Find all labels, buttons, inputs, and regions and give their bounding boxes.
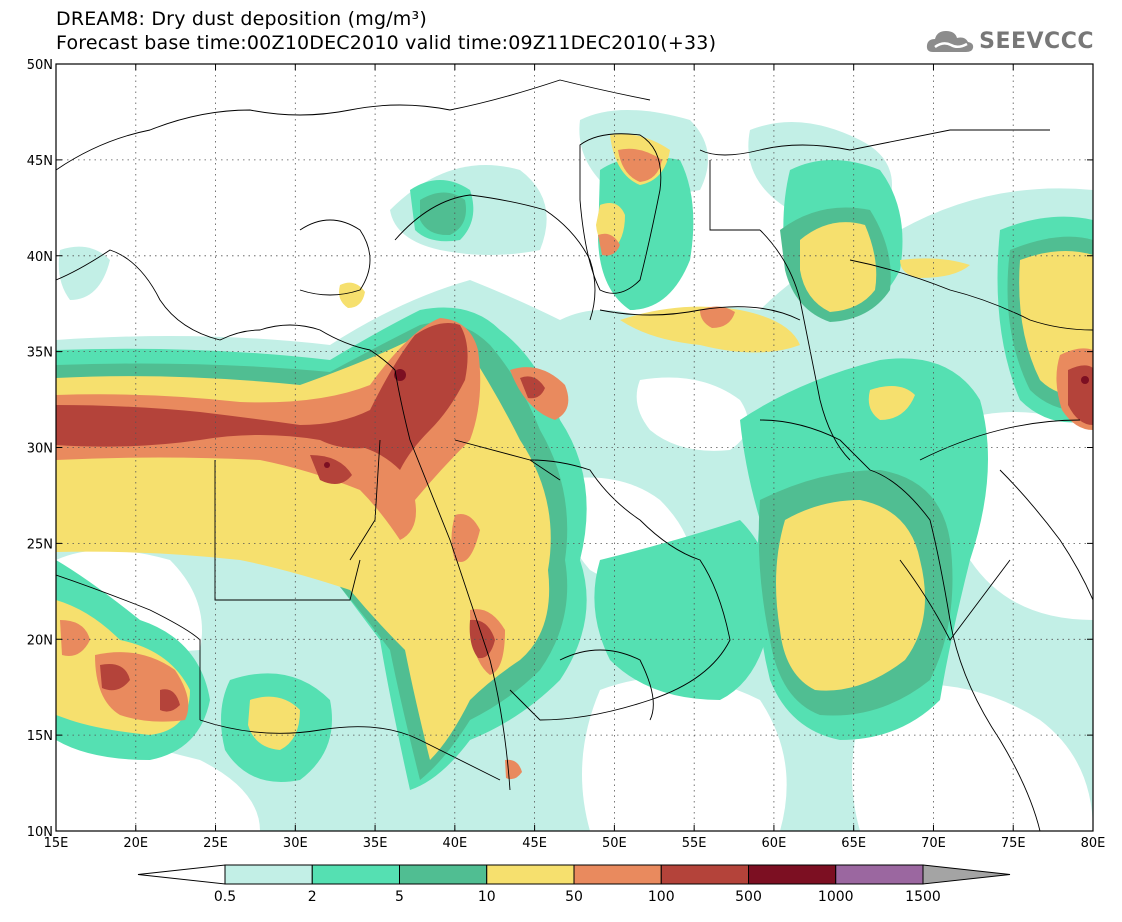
lat-tick-label: 45N [27, 154, 53, 169]
logo-text: SEEVCCC [979, 28, 1094, 54]
lon-tick-label: 30E [283, 836, 308, 851]
lat-tick-label: 35N [27, 346, 53, 361]
lon-tick-label: 40E [442, 836, 467, 851]
lon-tick-label: 75E [1001, 836, 1026, 851]
axis-labels: 15E 20E 25E 30E 35E 40E 45E 50E 55E 60E 65E 70E 75E 8… [27, 58, 1106, 851]
map-title: DREAM8: Dry dust deposition (mg/m³) [56, 8, 427, 30]
seevccc-logo: SEEVCCC [925, 26, 1094, 56]
forecast-time-subtitle: Forecast base time:00Z10DEC2010 valid ti… [56, 32, 717, 54]
colorbar-high-arrow [922, 864, 1011, 885]
colorbar-swatch [224, 864, 313, 885]
lat-tick-label: 15N [27, 729, 53, 744]
lon-tick-label: 65E [841, 836, 866, 851]
lon-tick-label: 45E [522, 836, 547, 851]
lat-tick-label: 25N [27, 537, 53, 552]
colorbar-swatch [835, 864, 924, 885]
cloud-icon [927, 31, 974, 52]
country-borders [56, 79, 1093, 831]
colorbar-level-label: 50 [565, 889, 583, 905]
graticule [56, 64, 1093, 831]
colorbar-swatch [311, 864, 400, 885]
colorbar-level-label: 500 [735, 889, 762, 905]
lon-tick-label: 70E [921, 836, 946, 851]
colorbar-swatch [399, 864, 488, 885]
lon-tick-label: 80E [1081, 836, 1106, 851]
lon-tick-label: 15E [44, 836, 69, 851]
colorbar-swatch [486, 864, 575, 885]
colorbar-level-label: 5 [395, 889, 404, 905]
colorbar-low-arrow [137, 864, 226, 885]
colorbar-level-label: 2 [308, 889, 317, 905]
colorbar-level-label: 1500 [905, 889, 941, 905]
lon-tick-label: 25E [203, 836, 228, 851]
lon-tick-label: 55E [682, 836, 707, 851]
colorbar-swatch [573, 864, 662, 885]
lat-tick-label: 50N [27, 58, 53, 73]
colorbar-level-label: 0.5 [214, 889, 236, 905]
colorbar-level-label: 100 [648, 889, 675, 905]
colorbar-level-label: 1000 [818, 889, 854, 905]
level-500-region [324, 369, 1089, 468]
lat-tick-label: 30N [27, 442, 53, 457]
colorbar-level-label: 10 [478, 889, 496, 905]
lon-tick-label: 60E [762, 836, 787, 851]
lat-tick-label: 40N [27, 250, 53, 265]
lon-tick-label: 20E [123, 836, 148, 851]
lat-tick-label: 20N [27, 633, 53, 648]
lon-tick-label: 50E [602, 836, 627, 851]
lon-tick-label: 35E [363, 836, 388, 851]
colorbar-swatch [748, 864, 837, 885]
deposition-field [56, 110, 1093, 831]
lat-tick-label: 10N [27, 825, 53, 840]
colorbar-swatch [660, 864, 749, 885]
colorbar: 0.5 2 5 10 50 100 500 1000 1500 [137, 864, 1011, 905]
